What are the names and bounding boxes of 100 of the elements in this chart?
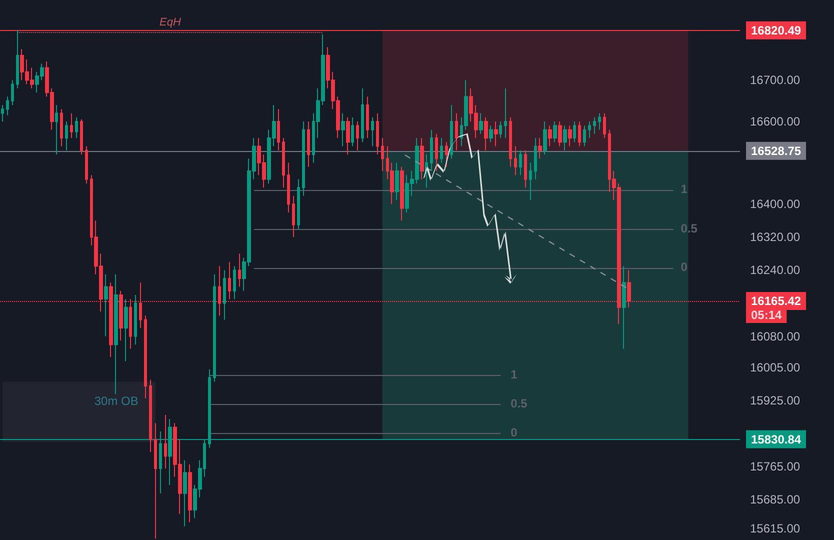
candlestick (494, 120, 498, 147)
y-tick-label: 16080.00 (750, 329, 800, 344)
candlestick (553, 120, 557, 143)
candlestick (558, 120, 562, 147)
candlestick (144, 315, 147, 399)
candlestick (223, 270, 226, 320)
candlestick (134, 294, 137, 346)
ref-line-label: EqH (159, 16, 181, 29)
candlestick (356, 120, 359, 151)
candlestick (188, 464, 192, 523)
candlestick (499, 120, 502, 138)
candlestick (287, 162, 290, 213)
candlestick (228, 261, 231, 300)
y-tick-label: 15615.00 (750, 521, 800, 536)
candlestick (149, 379, 152, 452)
candlestick (70, 112, 73, 138)
candlestick (524, 150, 527, 188)
candlestick (371, 116, 374, 147)
candlestick (114, 274, 118, 395)
candlestick (588, 120, 591, 138)
annotation: 1 (510, 368, 518, 382)
candlestick (622, 266, 626, 350)
candlestick (55, 104, 58, 156)
ref-line-label: 16820.49 (751, 23, 802, 38)
y-tick-label: 16700.00 (750, 73, 800, 88)
candlestick (534, 137, 537, 180)
y-tick-label: 16320.00 (750, 230, 800, 244)
annotation: 0 (510, 425, 518, 440)
candlestick (80, 118, 83, 156)
candlestick (548, 125, 552, 147)
candlestick (563, 125, 567, 151)
annotation: 0.5 (680, 222, 698, 236)
candlestick (400, 166, 404, 222)
candlestick (183, 460, 187, 527)
candlestick (104, 274, 108, 337)
candlestick (568, 125, 572, 147)
candlestick (484, 116, 488, 151)
candlestick (277, 108, 280, 151)
candlestick (543, 120, 547, 156)
candlestick (65, 120, 68, 151)
candlestick (292, 195, 295, 238)
candlestick (60, 108, 63, 147)
candlestick (455, 112, 458, 151)
candlestick (213, 274, 216, 382)
candlestick (529, 162, 532, 200)
candlestick (504, 88, 507, 138)
candlestick (124, 298, 128, 362)
candlestick (395, 162, 399, 200)
candlestick (593, 116, 596, 134)
candlestick (479, 112, 483, 134)
candlestick (154, 422, 157, 540)
y-tick-label: 15925.00 (750, 393, 800, 408)
annotation: 0 (680, 260, 688, 274)
text: 05:14 (751, 308, 782, 322)
candlestick (1, 104, 4, 122)
candlestick (238, 253, 241, 288)
candlestick (489, 125, 493, 143)
candlestick (11, 80, 14, 106)
candlestick (376, 112, 379, 156)
candlestick (341, 112, 345, 147)
candlestick (75, 116, 78, 138)
candlestick (519, 150, 522, 176)
candlestick (450, 104, 453, 160)
candlestick (282, 137, 285, 188)
candlestick (6, 96, 9, 116)
candlestick (302, 120, 305, 196)
candlestick (233, 266, 236, 300)
annotation: 0.5 (510, 396, 528, 410)
candlestick (297, 178, 300, 230)
candlestick (16, 30, 19, 89)
candlestick (351, 116, 354, 147)
ref-line-label: 16165.42 (751, 294, 802, 308)
candlestick (435, 133, 438, 172)
candlestick (603, 112, 606, 138)
candlestick (361, 88, 364, 143)
candlestick (573, 120, 576, 143)
candlestick (514, 146, 517, 176)
y-tick-label: 16400.00 (750, 197, 800, 212)
candlestick (440, 137, 443, 164)
ref-line-label: 16528.75 (751, 144, 802, 158)
candlestick (538, 137, 542, 160)
candlestick (583, 125, 586, 147)
y-tick-label: 16005.00 (750, 360, 800, 374)
candlestick (164, 414, 167, 470)
candlestick (85, 146, 88, 184)
candlestick (420, 137, 424, 180)
y-tick-label: 15685.00 (750, 492, 800, 507)
candlestick (598, 112, 601, 130)
annotation: 1 (680, 182, 688, 196)
y-tick-label: 16600.00 (750, 114, 800, 128)
candlestick (366, 96, 369, 138)
candlestick (509, 116, 512, 168)
y-tick-label: 16240.00 (750, 263, 800, 278)
candlestick (578, 120, 581, 147)
ref-line-label: 15830.84 (751, 432, 802, 446)
candlestick (346, 116, 350, 156)
candlestick (307, 120, 310, 168)
band-label: 30m OB (94, 394, 138, 408)
candlestick (430, 129, 433, 172)
y-tick-label: 15765.00 (750, 459, 800, 474)
